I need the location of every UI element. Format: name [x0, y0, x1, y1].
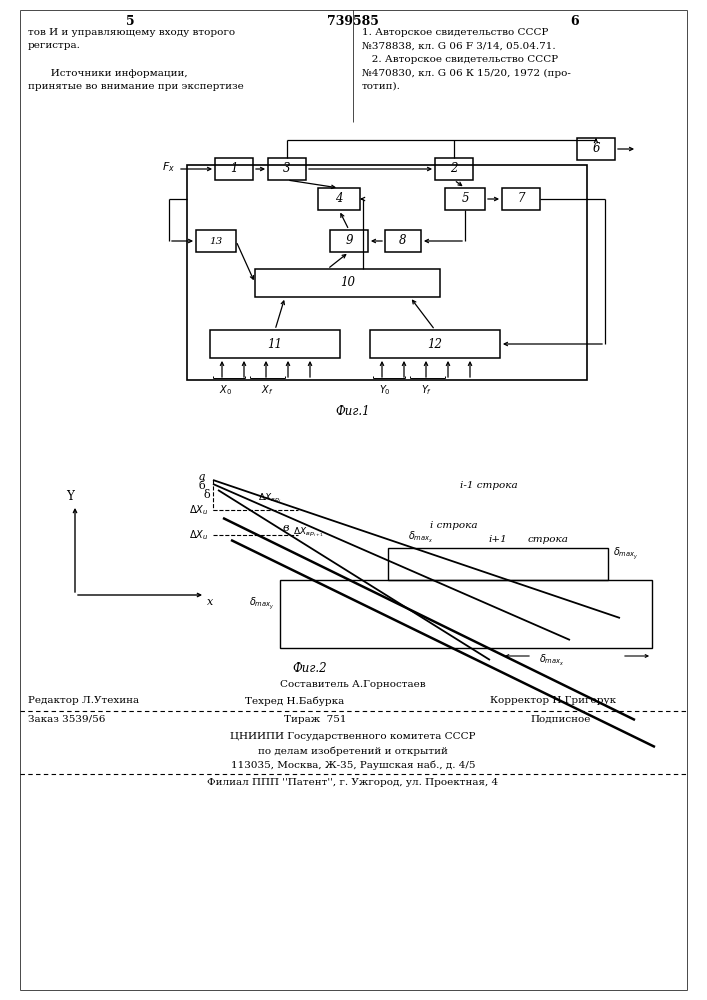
Bar: [388, 548, 608, 580]
Text: $\Delta X_{u}$: $\Delta X_{u}$: [189, 528, 208, 542]
Text: Фиг.1: Фиг.1: [336, 405, 370, 418]
Text: Корректор Н.Григорук: Корректор Н.Григорук: [490, 696, 616, 705]
Bar: [502, 188, 540, 210]
Text: $\Delta X_{вр_{i+1}}$: $\Delta X_{вр_{i+1}}$: [293, 525, 324, 539]
Text: Заказ 3539/56: Заказ 3539/56: [28, 715, 105, 724]
Text: Y: Y: [66, 490, 74, 503]
Text: 3: 3: [284, 162, 291, 176]
Text: Фиг.2: Фиг.2: [293, 662, 327, 675]
Bar: [318, 188, 360, 210]
Text: 8: 8: [399, 234, 407, 247]
Text: 2. Авторское свидетельство СССР: 2. Авторское свидетельство СССР: [362, 55, 558, 64]
Text: №378838, кл. G 06 F 3/14, 05.04.71.: №378838, кл. G 06 F 3/14, 05.04.71.: [362, 41, 556, 50]
Bar: [255, 269, 440, 297]
Text: i строка: i строка: [430, 520, 477, 530]
Text: тотип).: тотип).: [362, 82, 401, 91]
Text: $\delta_{max_x}$: $\delta_{max_x}$: [408, 530, 433, 545]
Text: $F_x$: $F_x$: [162, 160, 175, 174]
Text: 13: 13: [209, 236, 223, 245]
Text: б: б: [198, 481, 205, 491]
Text: $X_f$: $X_f$: [261, 383, 273, 397]
Text: 1: 1: [230, 162, 238, 176]
Text: 113035, Москва, Ж-35, Раушская наб., д. 4/5: 113035, Москва, Ж-35, Раушская наб., д. …: [230, 760, 475, 770]
Text: x: x: [207, 597, 214, 607]
Text: 6: 6: [592, 142, 600, 155]
Bar: [210, 330, 340, 358]
Text: Тираж  751: Тираж 751: [284, 715, 346, 724]
Text: №470830, кл. G 06 К 15/20, 1972 (про-: №470830, кл. G 06 К 15/20, 1972 (про-: [362, 68, 571, 78]
Text: 1. Авторское свидетельство СССР: 1. Авторское свидетельство СССР: [362, 28, 549, 37]
Text: 10: 10: [340, 276, 355, 290]
Text: $\delta_{max_x}$: $\delta_{max_x}$: [539, 653, 565, 668]
Text: a: a: [199, 472, 205, 482]
Text: 5: 5: [461, 192, 469, 206]
Text: $Y_0$: $Y_0$: [379, 383, 391, 397]
Text: $X_0$: $X_0$: [218, 383, 231, 397]
Text: $Y_f$: $Y_f$: [421, 383, 433, 397]
Text: i-1 строка: i-1 строка: [460, 481, 518, 489]
Bar: [196, 230, 236, 252]
Bar: [215, 158, 253, 180]
Bar: [370, 330, 500, 358]
Text: 739585: 739585: [327, 15, 379, 28]
Text: 2: 2: [450, 162, 457, 176]
Text: Филиал ППП ''Патент'', г. Ужгород, ул. Проектная, 4: Филиал ППП ''Патент'', г. Ужгород, ул. П…: [207, 778, 498, 787]
Text: 6: 6: [571, 15, 579, 28]
Text: Техред Н.Бабурка: Техред Н.Бабурка: [245, 696, 344, 706]
Text: 11: 11: [267, 338, 283, 351]
Bar: [268, 158, 306, 180]
Text: тов И и управляющему входу второго: тов И и управляющему входу второго: [28, 28, 235, 37]
Text: 12: 12: [428, 338, 443, 351]
Text: δ: δ: [204, 490, 210, 500]
Bar: [187, 165, 587, 380]
Text: ЦНИИПИ Государственного комитета СССР: ЦНИИПИ Государственного комитета СССР: [230, 732, 476, 741]
Text: регистра.: регистра.: [28, 41, 81, 50]
Text: $\Delta X_{вр_i}$: $\Delta X_{вр_i}$: [258, 491, 281, 505]
Text: принятые во внимание при экспертизе: принятые во внимание при экспертизе: [28, 82, 244, 91]
Bar: [385, 230, 421, 252]
Text: строка: строка: [528, 535, 569, 544]
Text: Редактор Л.Утехина: Редактор Л.Утехина: [28, 696, 139, 705]
Bar: [435, 158, 473, 180]
Text: $\delta_{max_y}$: $\delta_{max_y}$: [613, 546, 638, 562]
Text: 9: 9: [345, 234, 353, 247]
Text: i+1: i+1: [488, 535, 507, 544]
Text: Составитель А.Горностаев: Составитель А.Горностаев: [280, 680, 426, 689]
Bar: [280, 580, 652, 648]
Text: 5: 5: [126, 15, 134, 28]
Text: Источники информации,: Источники информации,: [28, 68, 187, 78]
Text: 7: 7: [518, 192, 525, 206]
Bar: [330, 230, 368, 252]
Text: $\Delta X_{u}$: $\Delta X_{u}$: [189, 503, 208, 517]
Bar: [577, 138, 615, 160]
Text: в: в: [283, 523, 289, 533]
Text: $\delta_{max_y}$: $\delta_{max_y}$: [250, 596, 275, 612]
Text: Подписное: Подписное: [530, 715, 590, 724]
Text: 4: 4: [335, 192, 343, 206]
Text: по делам изобретений и открытий: по делам изобретений и открытий: [258, 746, 448, 756]
Bar: [445, 188, 485, 210]
